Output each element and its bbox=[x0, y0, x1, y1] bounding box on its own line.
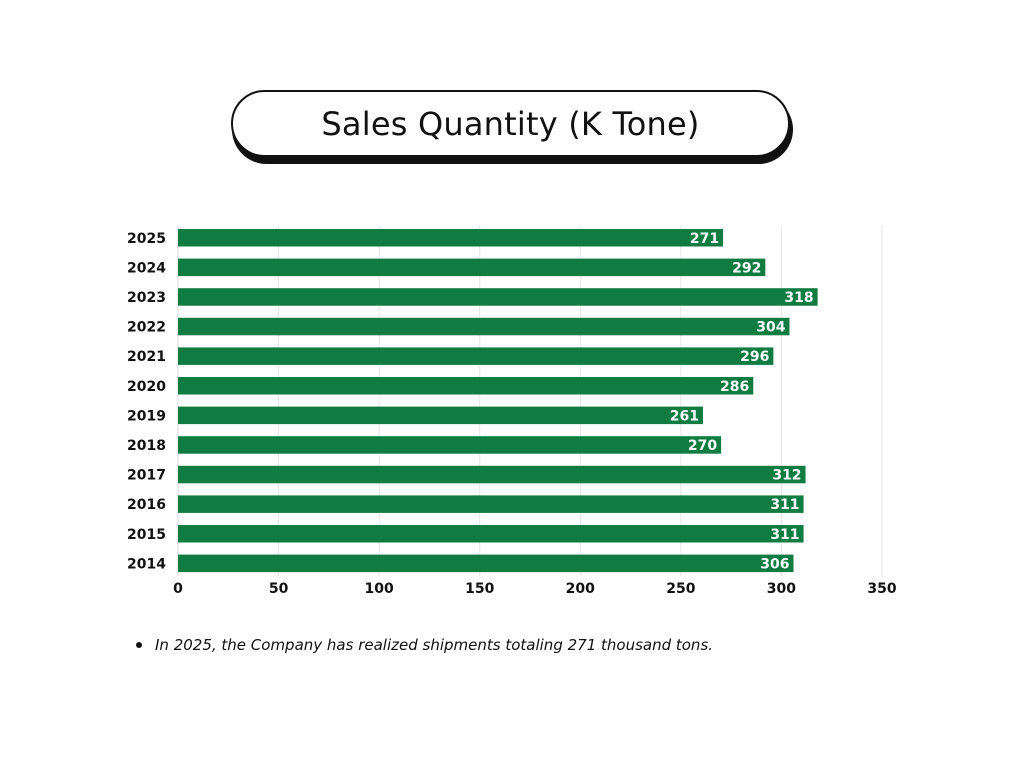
bar-2024 bbox=[178, 258, 766, 277]
bar-2018 bbox=[178, 436, 722, 454]
data-label-2018: 270 bbox=[688, 438, 717, 454]
category-label-2024: 2024 bbox=[127, 260, 166, 276]
x-tick-label-200: 200 bbox=[566, 581, 595, 597]
bar-2019 bbox=[178, 406, 703, 425]
chart-title-box: Sales Quantity (K Tone) bbox=[231, 90, 790, 157]
x-tick-label-0: 0 bbox=[173, 581, 183, 597]
chart-title: Sales Quantity (K Tone) bbox=[321, 104, 700, 143]
x-tick-label-50: 50 bbox=[269, 581, 289, 597]
bar-2021 bbox=[178, 347, 774, 365]
x-tick-label-150: 150 bbox=[465, 581, 494, 597]
data-label-2016: 311 bbox=[770, 497, 799, 513]
category-label-2019: 2019 bbox=[127, 408, 166, 424]
bar-2022 bbox=[178, 317, 790, 336]
category-label-2023: 2023 bbox=[127, 290, 166, 306]
category-label-2017: 2017 bbox=[127, 468, 166, 484]
x-tick-label-350: 350 bbox=[867, 581, 896, 597]
bar-2025 bbox=[178, 229, 724, 247]
bar-2020 bbox=[178, 377, 754, 395]
data-label-2017: 312 bbox=[772, 468, 801, 484]
x-tick-label-100: 100 bbox=[365, 581, 394, 597]
category-label-2022: 2022 bbox=[127, 320, 166, 336]
data-label-2021: 296 bbox=[740, 349, 769, 365]
category-label-2014: 2014 bbox=[127, 556, 166, 572]
x-tick-label-250: 250 bbox=[666, 581, 695, 597]
data-label-2024: 292 bbox=[732, 260, 761, 276]
bar-2015 bbox=[178, 525, 804, 543]
bar-2023 bbox=[178, 288, 818, 306]
category-label-2018: 2018 bbox=[127, 438, 166, 454]
data-label-2015: 311 bbox=[770, 527, 799, 543]
category-label-2016: 2016 bbox=[127, 497, 166, 513]
footnote: In 2025, the Company has realized shipme… bbox=[136, 636, 713, 654]
data-label-2020: 286 bbox=[720, 379, 749, 395]
data-label-2014: 306 bbox=[760, 556, 789, 572]
category-label-2015: 2015 bbox=[127, 527, 166, 543]
data-label-2019: 261 bbox=[670, 408, 699, 424]
data-label-2022: 304 bbox=[756, 320, 785, 336]
category-label-2025: 2025 bbox=[127, 231, 166, 247]
bar-2014 bbox=[178, 554, 794, 573]
footnote-text: In 2025, the Company has realized shipme… bbox=[155, 636, 714, 654]
data-label-2023: 318 bbox=[784, 290, 813, 306]
bar-2016 bbox=[178, 495, 804, 513]
bullet-icon bbox=[136, 642, 142, 648]
category-label-2021: 2021 bbox=[127, 349, 166, 365]
x-tick-label-300: 300 bbox=[767, 581, 796, 597]
data-label-2025: 271 bbox=[690, 231, 719, 247]
category-label-2020: 2020 bbox=[127, 379, 166, 395]
bar-2017 bbox=[178, 465, 806, 484]
